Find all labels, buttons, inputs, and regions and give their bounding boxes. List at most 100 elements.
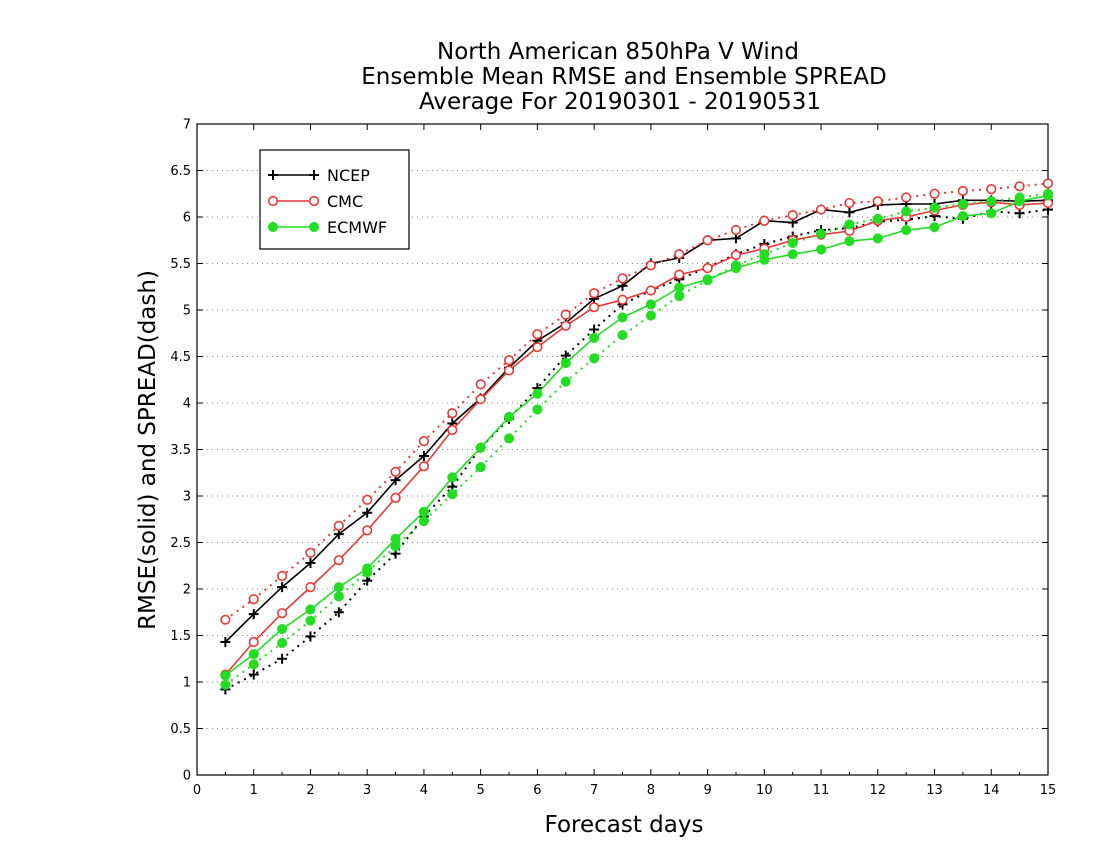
cmc-rmse-point-13 [589,302,600,313]
cmc-rmse-point-4 [333,555,344,566]
x-tick-label-5: 5 [477,783,485,798]
x-tick-label-15: 15 [1040,783,1057,798]
ecmwf-spread-point-16 [674,291,685,302]
ecmwf-rmse-point-7 [418,506,429,517]
ecmwf-rmse-point-3 [305,604,316,615]
legend-item-ncep: NCEP [268,166,370,185]
ncep-rmse-point-2 [277,582,288,593]
x-axis: 0 1 2 3 4 5 6 7 8 9 10 11 12 13 14 15 [193,124,1056,798]
cmc-rmse-point-2 [277,608,288,619]
cmc-spread-point-10 [503,355,515,366]
legend-label-ncep: NCEP [327,166,370,185]
cmc-spread-point-21 [815,204,827,215]
ecmwf-rmse-point-0 [220,670,231,681]
ecmwf-spread-point-11 [532,404,543,415]
cmc-spread-point-26 [957,185,969,197]
ecmwf-spread-point-18 [730,260,742,271]
cmc-rmse-point-3 [305,582,316,593]
x-tick-label-9: 9 [703,783,711,798]
cmc-spread-point-3 [305,547,316,558]
legend: NCEP CMC ECMWF [259,149,410,250]
y-tick-label-3: 1.5 [170,629,191,644]
cmc-spread-point-24 [901,192,912,203]
y-tick-label-13: 6.5 [170,164,191,179]
ecmwf-rmse-point-2 [277,623,288,635]
ncep-spread-point-1 [248,669,259,680]
ncep-rmse-point-5 [362,507,373,518]
cmc-rmse-point-9 [475,394,486,405]
x-tick-label-7: 7 [590,783,598,798]
cmc-spread-point-12 [560,309,571,320]
cmc-spread-point-29 [1042,178,1054,189]
ecmwf-spread-point-21 [816,228,827,239]
ecmwf-rmse-point-10 [503,411,515,423]
x-tick-label-6: 6 [533,783,541,798]
ecmwf-rmse-point-23 [872,233,883,244]
ecmwf-spread-point-23 [872,213,883,224]
cmc-spread-point-4 [333,520,344,531]
ecmwf-spread-point-29 [1042,188,1054,199]
ecmwf-spread-point-0 [220,679,231,690]
x-tick-label-3: 3 [363,783,371,798]
ecmwf-spread-point-15 [645,310,656,321]
y-tick-label-8: 4 [183,397,191,412]
ncep-spread-line [224,208,1049,691]
cmc-spread-point-19 [759,215,770,226]
y-tick-label-10: 5 [183,304,191,319]
y-axis: 0 0.5 1 1.5 2 2.5 3 3.5 4 4.5 5 5.5 6 6.5 7 [170,118,1048,784]
ncep-rmse-point-7 [418,451,429,462]
y-tick-label-9: 4.5 [170,350,191,365]
ecmwf-rmse-point-21 [816,244,827,255]
cmc-spread-point-13 [589,288,600,299]
ecmwf-spread-point-3 [305,615,316,626]
x-tick-label-13: 13 [926,783,943,798]
cmc-spread-point-25 [929,188,940,199]
cmc-spread-point-8 [447,408,458,419]
series-ncep [220,195,1053,695]
cmc-spread-point-20 [787,210,798,221]
ecmwf-rmse-point-15 [645,299,656,310]
ncep-spread-point-4 [333,607,344,618]
x-tick-label-4: 4 [420,783,428,798]
cmc-spread-point-17 [702,235,713,246]
ecmwf-spread-point-4 [333,591,344,602]
ncep-rmse-point-0 [220,637,231,648]
ecmwf-spread-point-10 [503,433,515,444]
ecmwf-rmse-point-8 [447,472,458,483]
cmc-rmse-point-17 [702,263,713,274]
ncep-rmse-line [224,199,1049,643]
ecmwf-spread-point-27 [986,196,997,207]
cmc-rmse-point-6 [390,492,401,503]
ecmwf-spread-point-8 [447,489,458,500]
ecmwf-rmse-point-9 [475,442,486,453]
ecmwf-rmse-point-12 [560,357,571,369]
x-tick-label-12: 12 [870,783,887,798]
cmc-rmse-point-12 [560,320,571,331]
y-tick-label-7: 3.5 [170,443,191,458]
ecmwf-spread-point-22 [844,219,855,230]
cmc-spread-point-14 [617,273,628,284]
x-tick-label-14: 14 [983,783,1000,798]
title-line-1: North American 850hPa V Wind [437,39,799,65]
ecmwf-rmse-point-24 [901,224,912,236]
legend-marker-left-ecmwf [267,221,279,233]
cmc-rmse-point-18 [730,250,742,261]
cmc-spread-point-7 [418,436,430,447]
x-tick-label-0: 0 [193,783,201,798]
ecmwf-spread-point-17 [702,275,713,286]
ecmwf-spread-point-1 [248,659,259,670]
y-tick-label-11: 5.5 [170,257,191,272]
cmc-rmse-point-1 [248,636,259,648]
x-tick-label-1: 1 [250,783,258,798]
y-tick-label-4: 2 [183,583,191,598]
ecmwf-rmse-point-27 [986,208,997,219]
ecmwf-rmse-point-14 [617,312,628,323]
cmc-rmse-point-5 [362,525,373,536]
cmc-spread-point-22 [844,197,855,209]
cmc-spread-point-15 [645,260,656,271]
ncep-rmse-point-1 [248,609,259,620]
ecmwf-spread-point-25 [929,202,940,213]
x-axis-label: Forecast days [545,812,704,838]
y-tick-label-5: 2.5 [170,536,191,551]
